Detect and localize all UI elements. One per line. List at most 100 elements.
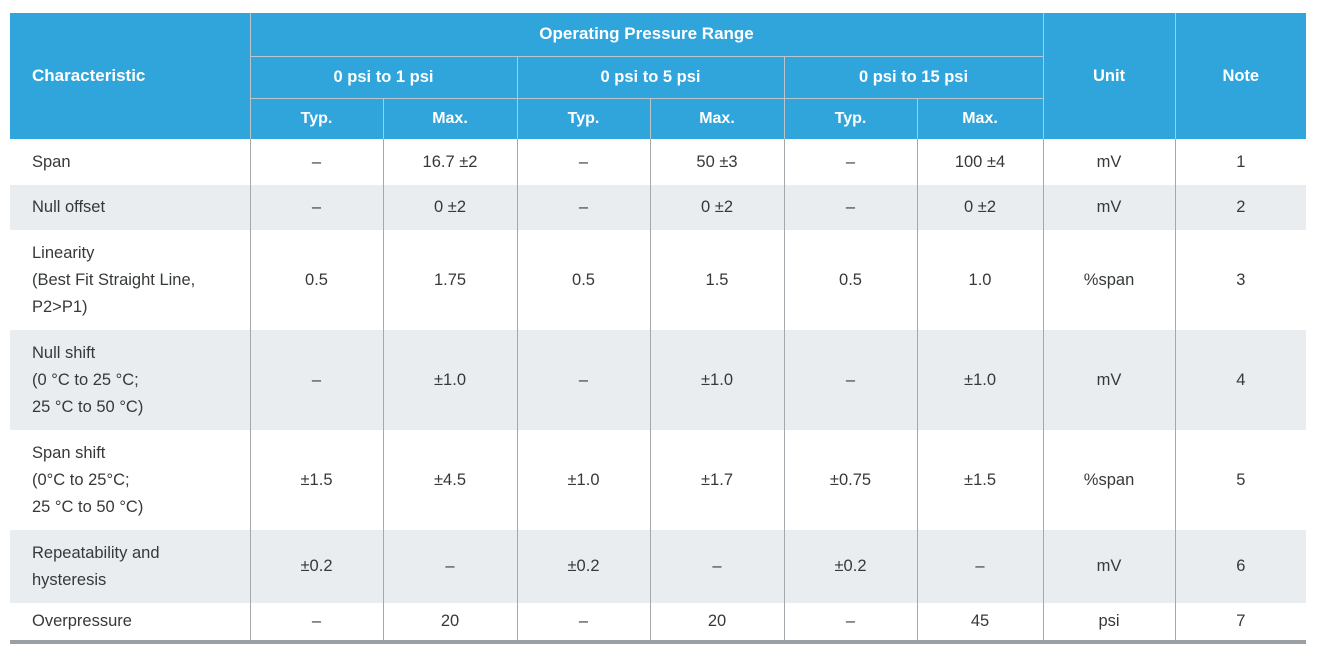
characteristic-cell: Repeatability and hysteresis [10,530,250,603]
characteristic-cell: Span [10,139,250,185]
unit-cell: %span [1042,230,1176,330]
characteristic-label: 25 °C to 50 °C) [32,497,144,516]
characteristic-cell: Linearity (Best Fit Straight Line, P2>P1… [10,230,250,330]
header-row-group: Characteristic Operating Pressure Range … [10,13,1307,139]
value-cell: ±0.75 [783,430,917,530]
characteristic-cell: Span shift (0°C to 25°C; 25 °C to 50 °C) [10,430,250,530]
value-cell: ±0.2 [516,530,650,603]
header-row-ranges: 0 psi to 1 psi 0 psi to 5 psi 0 psi to 1… [10,56,1306,99]
typ-header-15psi: Typ. [783,98,917,139]
note-cell: 6 [1174,530,1307,603]
value-cell: ±1.0 [916,330,1044,430]
table-row-null-offset: Null offset – 0 ±2 – 0 ±2 – 0 ±2 mV 2 [10,185,1307,230]
value-cell: ±1.5 [249,430,383,530]
value-cell: 16.7 ±2 [382,139,517,185]
value-cell: ±4.5 [382,430,517,530]
value-cell: – [249,185,383,230]
characteristic-label: (0 °C to 25 °C; [32,370,139,389]
value-cell: 0.5 [783,230,917,330]
value-cell: 0 ±2 [382,185,517,230]
value-cell: ±1.0 [516,430,650,530]
characteristic-label: (Best Fit Straight Line, [32,270,196,289]
value-cell: 1.0 [916,230,1044,330]
value-cell: 20 [382,603,517,642]
value-cell: – [249,603,383,642]
value-cell: 20 [649,603,784,642]
spec-table: Characteristic Operating Pressure Range … [10,13,1307,644]
table-body: Span – 16.7 ±2 – 50 ±3 – 100 ±4 mV 1 Nul… [10,139,1307,642]
header-row-typ-max: Typ. Max. Typ. Max. Typ. Max. [10,98,1306,139]
unit-cell: mV [1042,530,1176,603]
note-cell: 4 [1174,330,1307,430]
value-cell: ±1.0 [649,330,784,430]
table-row-repeatability: Repeatability and hysteresis ±0.2 – ±0.2… [10,530,1307,603]
value-cell: – [516,330,650,430]
unit-cell: mV [1042,185,1176,230]
note-cell: 5 [1174,430,1307,530]
characteristic-label: Span shift [32,443,106,462]
max-header-5psi: Max. [649,98,784,139]
value-cell: – [783,185,917,230]
characteristic-label: P2>P1) [32,297,88,316]
characteristic-cell: Null shift (0 °C to 25 °C; 25 °C to 50 °… [10,330,250,430]
range-header-0psi-1psi: 0 psi to 1 psi [249,56,517,99]
characteristic-label: Overpressure [32,612,132,630]
value-cell: – [249,139,383,185]
characteristic-label: Linearity [32,243,95,262]
value-cell: 1.75 [382,230,517,330]
typ-header-1psi: Typ. [249,98,383,139]
table-row-null-shift: Null shift (0 °C to 25 °C; 25 °C to 50 °… [10,330,1307,430]
range-header-0psi-15psi: 0 psi to 15 psi [783,56,1044,99]
value-cell: – [916,530,1044,603]
value-cell: – [783,139,917,185]
value-cell: – [516,603,650,642]
value-cell: 1.5 [649,230,784,330]
characteristic-label: Span [32,152,71,171]
unit-cell: mV [1042,139,1176,185]
unit-cell: psi [1042,603,1176,642]
value-cell: 45 [916,603,1044,642]
unit-cell: mV [1042,330,1176,430]
unit-header: Unit [1042,13,1176,139]
note-cell: 3 [1174,230,1307,330]
max-header-15psi: Max. [916,98,1044,139]
value-cell: 0.5 [516,230,650,330]
value-cell: 0 ±2 [916,185,1044,230]
table-row-overpressure: Overpressure – 20 – 20 – 45 psi 7 [10,603,1307,642]
value-cell: 0.5 [249,230,383,330]
note-header: Note [1174,13,1307,139]
value-cell: ±1.0 [382,330,517,430]
value-cell: – [783,603,917,642]
value-cell: 100 ±4 [916,139,1044,185]
note-cell: 2 [1174,185,1307,230]
characteristic-label: Repeatability and [32,543,160,562]
table-row-span-shift: Span shift (0°C to 25°C; 25 °C to 50 °C)… [10,430,1307,530]
table-row-linearity: Linearity (Best Fit Straight Line, P2>P1… [10,230,1307,330]
value-cell: 50 ±3 [649,139,784,185]
characteristic-cell: Overpressure [10,603,250,642]
max-header-1psi: Max. [382,98,517,139]
characteristic-cell: Null offset [10,185,250,230]
value-cell: – [649,530,784,603]
characteristic-label: 25 °C to 50 °C) [32,397,144,416]
value-cell: – [516,185,650,230]
value-cell: – [249,330,383,430]
value-cell: – [516,139,650,185]
value-cell: – [382,530,517,603]
value-cell: – [783,330,917,430]
note-cell: 7 [1174,603,1307,642]
note-cell: 1 [1174,139,1307,185]
value-cell: ±0.2 [783,530,917,603]
range-header-0psi-5psi: 0 psi to 5 psi [516,56,784,99]
characteristic-label: Null shift [32,343,96,362]
value-cell: ±0.2 [249,530,383,603]
characteristic-label: Null offset [32,198,106,216]
unit-cell: %span [1042,430,1176,530]
value-cell: ±1.7 [649,430,784,530]
table-row-span: Span – 16.7 ±2 – 50 ±3 – 100 ±4 mV 1 [10,139,1307,185]
characteristic-label: (0°C to 25°C; [32,470,130,489]
operating-pressure-range-header: Operating Pressure Range [249,13,1044,57]
characteristic-label: hysteresis [32,570,107,589]
characteristic-header: Characteristic [10,13,250,139]
value-cell: 0 ±2 [649,185,784,230]
